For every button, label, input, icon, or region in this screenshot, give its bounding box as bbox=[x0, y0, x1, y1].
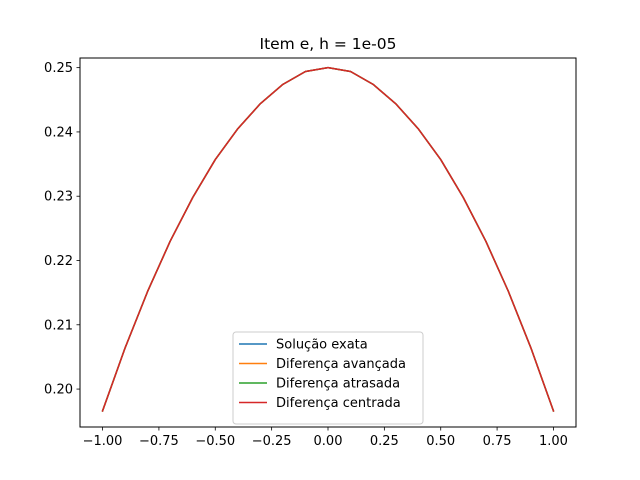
x-tick-label: 0.50 bbox=[426, 434, 455, 449]
plot-frame bbox=[79, 57, 577, 428]
y-tick-label: 0.20 bbox=[44, 383, 73, 398]
series-line-3 bbox=[101, 66, 555, 412]
legend-label: Solução exata bbox=[276, 338, 368, 353]
x-tick-label: −0.50 bbox=[195, 434, 235, 449]
chart-title: Item e, h = 1e-05 bbox=[260, 35, 397, 53]
x-tick-label: 0.75 bbox=[483, 434, 512, 449]
y-tick-label: 0.24 bbox=[44, 125, 73, 140]
x-tick-label: −0.25 bbox=[252, 434, 292, 449]
x-tick-label: −1.00 bbox=[83, 434, 123, 449]
y-tick-label: 0.22 bbox=[44, 254, 73, 269]
x-axis: −1.00 −0.75 −0.50 −0.25 0.00 0.25 0.50 0.75 1.00 bbox=[83, 427, 568, 449]
legend-box bbox=[232, 331, 424, 425]
legend-label: Diferença avançada bbox=[276, 357, 406, 372]
y-axis: 0.20 0.21 0.22 0.23 0.24 0.25 bbox=[44, 61, 80, 398]
y-tick-label: 0.21 bbox=[44, 318, 73, 333]
x-tick-label: 0.00 bbox=[314, 434, 343, 449]
x-tick-label: −0.75 bbox=[139, 434, 179, 449]
x-tick-label: 0.25 bbox=[370, 434, 399, 449]
series-layer bbox=[101, 66, 555, 412]
legend-label: Diferença atrasada bbox=[276, 377, 400, 392]
legend-label: Diferença centrada bbox=[276, 396, 401, 411]
y-tick-label: 0.23 bbox=[44, 190, 73, 205]
x-tick-label: 1.00 bbox=[539, 434, 568, 449]
legend: Solução exata Diferença avançada Diferença… bbox=[232, 331, 424, 425]
y-tick-label: 0.25 bbox=[44, 61, 73, 76]
